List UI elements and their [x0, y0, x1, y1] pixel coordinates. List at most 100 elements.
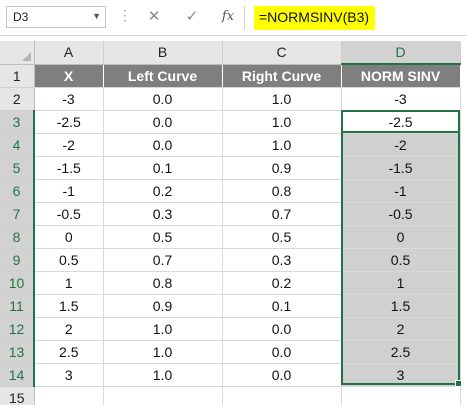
cell-right-curve[interactable]: 1.0 [222, 133, 342, 157]
empty-cell[interactable] [341, 386, 461, 405]
row-header[interactable]: 8 [0, 225, 35, 249]
cell-x[interactable]: -1.5 [34, 156, 104, 180]
header-cell-right-curve[interactable]: Right Curve [222, 64, 342, 88]
cell-norm-sinv[interactable]: 1 [341, 271, 461, 295]
row-header[interactable]: 6 [0, 179, 35, 203]
name-box[interactable]: D3 ▼ [6, 6, 106, 28]
cell-x[interactable]: -1 [34, 179, 104, 203]
column-header-c[interactable]: C [222, 41, 342, 65]
column-header-d[interactable]: D [341, 41, 461, 65]
cell-norm-sinv[interactable]: 0.5 [341, 248, 461, 272]
cell-norm-sinv[interactable]: 1.5 [341, 294, 461, 318]
row-header[interactable]: 3 [0, 110, 35, 134]
header-cell-x[interactable]: X [34, 64, 104, 88]
cell-norm-sinv[interactable]: -3 [341, 87, 461, 111]
cell-left-curve[interactable]: 0.0 [103, 133, 223, 157]
row-header[interactable]: 14 [0, 363, 35, 387]
row-header[interactable]: 4 [0, 133, 35, 157]
table-row: 7 -0.5 0.3 0.7 -0.5 [0, 202, 461, 226]
table-header-row: 1 X Left Curve Right Curve NORM SINV [0, 64, 461, 88]
cell-left-curve[interactable]: 0.7 [103, 248, 223, 272]
cell-left-curve[interactable]: 0.1 [103, 156, 223, 180]
select-all-corner[interactable] [0, 41, 35, 65]
cell-norm-sinv[interactable]: 2.5 [341, 340, 461, 364]
row-header[interactable]: 1 [0, 64, 35, 88]
cell-x[interactable]: 1.5 [34, 294, 104, 318]
cell-left-curve[interactable]: 0.5 [103, 225, 223, 249]
row-header[interactable]: 11 [0, 294, 35, 318]
cell-norm-sinv[interactable]: -1.5 [341, 156, 461, 180]
cell-right-curve[interactable]: 0.3 [222, 248, 342, 272]
table-row: 3 -2.5 0.0 1.0 -2.5 [0, 110, 461, 134]
cell-left-curve[interactable]: 0.0 [103, 110, 223, 134]
cell-x[interactable]: -2 [34, 133, 104, 157]
table-row: 6 -1 0.2 0.8 -1 [0, 179, 461, 203]
insert-function-icon[interactable]: fx [221, 9, 235, 24]
cell-x[interactable]: 2.5 [34, 340, 104, 364]
cell-x[interactable]: 3 [34, 363, 104, 387]
cell-right-curve[interactable]: 0.5 [222, 225, 342, 249]
cell-norm-sinv[interactable]: 2 [341, 317, 461, 341]
cell-right-curve[interactable]: 0.2 [222, 271, 342, 295]
cell-x[interactable]: 1 [34, 271, 104, 295]
cell-right-curve[interactable]: 0.9 [222, 156, 342, 180]
cell-norm-sinv[interactable]: -1 [341, 179, 461, 203]
formula-divider [244, 6, 245, 30]
cell-right-curve[interactable]: 0.7 [222, 202, 342, 226]
header-cell-left-curve[interactable]: Left Curve [103, 64, 223, 88]
enter-icon[interactable]: ✓ [185, 8, 199, 25]
cell-right-curve[interactable]: 0.0 [222, 340, 342, 364]
empty-cell[interactable] [34, 386, 104, 405]
cell-norm-sinv[interactable]: -2 [341, 133, 461, 157]
cell-x[interactable]: 2 [34, 317, 104, 341]
cell-x[interactable]: 0 [34, 225, 104, 249]
cell-right-curve[interactable]: 0.8 [222, 179, 342, 203]
fill-handle[interactable] [455, 380, 462, 387]
cell-norm-sinv[interactable]: -0.5 [341, 202, 461, 226]
cell-left-curve[interactable]: 1.0 [103, 363, 223, 387]
cell-left-curve[interactable]: 0.9 [103, 294, 223, 318]
formula-input[interactable]: =NORMSINV(B3) [254, 6, 376, 30]
cell-right-curve[interactable]: 1.0 [222, 110, 342, 134]
name-box-value: D3 [13, 10, 29, 24]
chevron-down-icon[interactable]: ▼ [92, 11, 101, 21]
cell-norm-sinv[interactable]: 3 [341, 363, 461, 387]
row-header[interactable]: 9 [0, 248, 35, 272]
row-header[interactable]: 10 [0, 271, 35, 295]
table-row: 9 0.5 0.7 0.3 0.5 [0, 248, 461, 272]
cell-left-curve[interactable]: 0.3 [103, 202, 223, 226]
row-header[interactable]: 12 [0, 317, 35, 341]
cell-norm-sinv[interactable]: -2.5 [341, 110, 461, 134]
cell-right-curve[interactable]: 0.1 [222, 294, 342, 318]
row-header[interactable]: 15 [0, 386, 35, 405]
cancel-icon[interactable]: ✕ [147, 8, 161, 25]
row-header[interactable]: 2 [0, 87, 35, 111]
column-header-b[interactable]: B [103, 41, 223, 65]
cell-x[interactable]: -0.5 [34, 202, 104, 226]
cell-right-curve[interactable]: 0.0 [222, 363, 342, 387]
cell-left-curve[interactable]: 0.2 [103, 179, 223, 203]
empty-cell[interactable] [103, 386, 223, 405]
table-row: 14 3 1.0 0.0 3 [0, 363, 461, 387]
cell-x[interactable]: -2.5 [34, 110, 104, 134]
spreadsheet-grid: A B C D 1 X Left Curve Right Curve NORM … [0, 41, 461, 405]
table-row: 8 0 0.5 0.5 0 [0, 225, 461, 249]
column-header-a[interactable]: A [34, 41, 104, 65]
cell-right-curve[interactable]: 0.0 [222, 317, 342, 341]
cell-left-curve[interactable]: 1.0 [103, 340, 223, 364]
row-header[interactable]: 7 [0, 202, 35, 226]
table-row: 2 -3 0.0 1.0 -3 [0, 87, 461, 111]
row-header[interactable]: 13 [0, 340, 35, 364]
row-header[interactable]: 5 [0, 156, 35, 180]
cell-left-curve[interactable]: 1.0 [103, 317, 223, 341]
cell-norm-sinv[interactable]: 0 [341, 225, 461, 249]
table-row: 5 -1.5 0.1 0.9 -1.5 [0, 156, 461, 180]
cell-right-curve[interactable]: 1.0 [222, 87, 342, 111]
cell-x[interactable]: -3 [34, 87, 104, 111]
empty-cell[interactable] [222, 386, 342, 405]
cell-x[interactable]: 0.5 [34, 248, 104, 272]
cell-left-curve[interactable]: 0.8 [103, 271, 223, 295]
table-row: 10 1 0.8 0.2 1 [0, 271, 461, 295]
cell-left-curve[interactable]: 0.0 [103, 87, 223, 111]
header-cell-norm-sinv[interactable]: NORM SINV [341, 64, 461, 88]
